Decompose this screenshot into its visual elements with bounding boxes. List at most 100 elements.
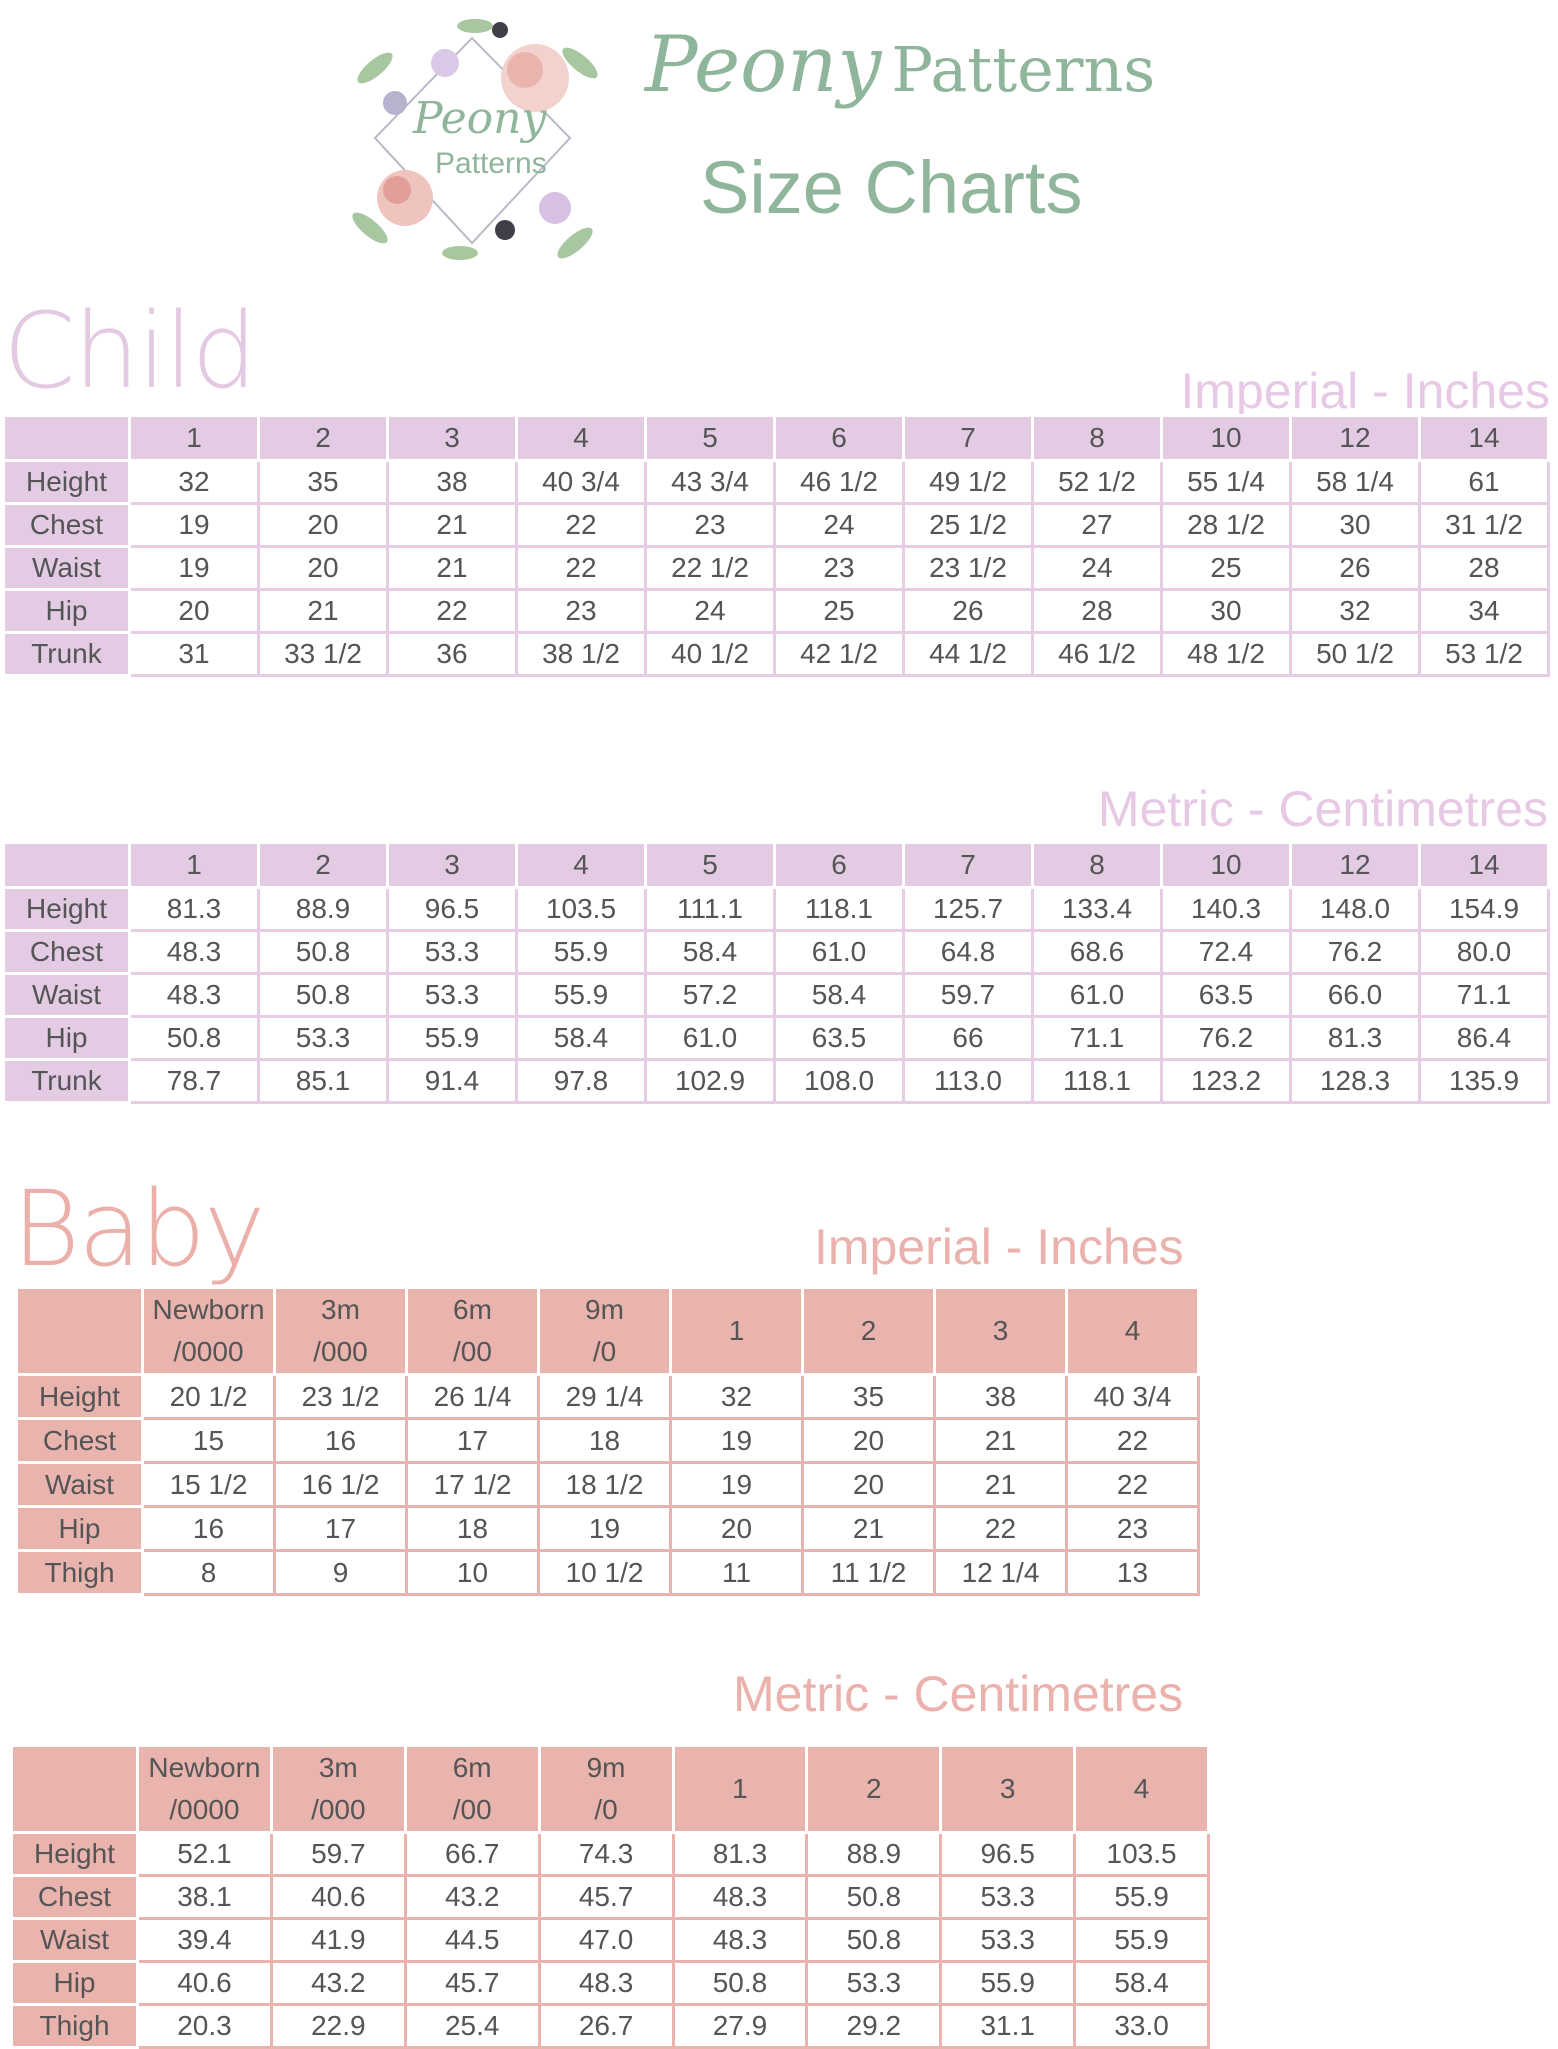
measurement-value: 154.9 [1418, 886, 1550, 932]
size-header-cell: 3 [939, 1744, 1077, 1834]
size-label: /00 [452, 1794, 492, 1825]
measurement-value: 16 [273, 1417, 408, 1464]
measurement-value: 58.4 [1073, 1960, 1210, 2006]
measurement-value: 31 [128, 631, 260, 677]
size-header-row: Newborn/0000 3m/000 6m/00 9m/0 1 2 3 4 [15, 1286, 1200, 1376]
measurement-value: 55.9 [515, 972, 647, 1018]
measurement-label: Height [2, 886, 131, 932]
measurement-value: 55.9 [515, 929, 647, 975]
measurement-label: Chest [15, 1417, 144, 1464]
measurement-value: 61.0 [644, 1015, 776, 1061]
measurement-value: 19 [128, 545, 260, 591]
header-corner-cell [2, 414, 131, 462]
measurement-value: 20 [669, 1505, 804, 1552]
measurement-value: 26 [1289, 545, 1421, 591]
measurement-value: 41.9 [269, 1917, 407, 1963]
measurement-value: 19 [669, 1461, 804, 1508]
measurement-value: 35 [801, 1373, 936, 1420]
size-header-cell: 1 [669, 1286, 804, 1376]
measurement-value: 34 [1418, 588, 1550, 634]
measurement-value: 59.7 [902, 972, 1034, 1018]
measurement-value: 28 1/2 [1160, 502, 1292, 548]
measurement-value: 108.0 [773, 1058, 905, 1104]
measurement-value: 61.0 [1031, 972, 1163, 1018]
measurement-value: 81.3 [671, 1831, 809, 1877]
measurement-value: 25 [773, 588, 905, 634]
measurement-value: 22 1/2 [644, 545, 776, 591]
measurement-row: Trunk 31 33 1/2 36 38 1/2 40 1/2 42 1/2 44 1/2 4… [2, 631, 1550, 677]
measurement-value: 36 [386, 631, 518, 677]
measurement-value: 19 [128, 502, 260, 548]
measurement-value: 11 [669, 1549, 804, 1596]
measurement-value: 52 1/2 [1031, 459, 1163, 505]
size-header-cell: 7 [902, 414, 1034, 462]
size-header-cell: 10 [1160, 841, 1292, 889]
measurement-value: 50.8 [671, 1960, 809, 2006]
size-header-cell: 1 [128, 841, 260, 889]
brand-logo: Peony Patterns [335, 8, 610, 273]
measurement-label: Hip [10, 1960, 139, 2006]
measurement-value: 40 3/4 [515, 459, 647, 505]
measurement-value: 18 [405, 1505, 540, 1552]
brand-title: Peony Patterns [645, 20, 1155, 110]
measurement-row: Height 20 1/2 23 1/2 26 1/4 29 1/4 32 35 38 40 3… [15, 1373, 1200, 1420]
measurement-value: 44 1/2 [902, 631, 1034, 677]
measurement-value: 43 3/4 [644, 459, 776, 505]
measurement-value: 13 [1065, 1549, 1200, 1596]
size-header-cell: 7 [902, 841, 1034, 889]
measurement-value: 85.1 [257, 1058, 389, 1104]
measurement-value: 57.2 [644, 972, 776, 1018]
size-header-cell: 8 [1031, 414, 1163, 462]
measurement-value: 45.7 [537, 1874, 675, 1920]
measurement-value: 49 1/2 [902, 459, 1034, 505]
measurement-value: 55 1/4 [1160, 459, 1292, 505]
measurement-value: 21 [933, 1417, 1068, 1464]
measurement-value: 68.6 [1031, 929, 1163, 975]
measurement-row: Waist 39.4 41.9 44.5 47.0 48.3 50.8 53.3 55.9 [10, 1917, 1210, 1963]
measurement-value: 102.9 [644, 1058, 776, 1104]
measurement-label: Height [15, 1373, 144, 1420]
measurement-value: 19 [537, 1505, 672, 1552]
size-header-cell: 6m/00 [405, 1286, 540, 1376]
measurement-row: Waist 48.3 50.8 53.3 55.9 57.2 58.4 59.7 61.0 63.… [2, 972, 1550, 1018]
measurement-label: Hip [2, 588, 131, 634]
measurement-value: 53.3 [939, 1874, 1077, 1920]
measurement-value: 58.4 [515, 1015, 647, 1061]
header-corner-cell [15, 1286, 144, 1376]
measurement-value: 18 [537, 1417, 672, 1464]
measurement-row: Height 81.3 88.9 96.5 103.5 111.1 118.1 125.7 13… [2, 886, 1550, 932]
measurement-label: Chest [10, 1874, 139, 1920]
measurement-value: 10 [405, 1549, 540, 1596]
measurement-row: Trunk 78.7 85.1 91.4 97.8 102.9 108.0 113.0 118.… [2, 1058, 1550, 1104]
measurement-label: Height [10, 1831, 139, 1877]
measurement-value: 50.8 [257, 929, 389, 975]
measurement-value: 24 [773, 502, 905, 548]
measurement-value: 52.1 [136, 1831, 273, 1877]
baby-metric-label: Metric - Centimetres [733, 1666, 1184, 1722]
measurement-value: 103.5 [515, 886, 647, 932]
baby-metric-table: Newborn/0000 3m/000 6m/00 9m/0 1 2 3 4 Height 52.… [10, 1744, 1210, 2049]
measurement-row: Waist 19 20 21 22 22 1/2 23 23 1/2 24 25 26 28 [2, 545, 1550, 591]
size-header-row: Newborn/0000 3m/000 6m/00 9m/0 1 2 3 4 [10, 1744, 1210, 1834]
size-header-row: 1 2 3 4 5 6 7 8 10 12 14 [2, 841, 1550, 889]
size-label: /0 [594, 1794, 618, 1825]
size-label: /0000 [169, 1794, 240, 1825]
measurement-value: 21 [386, 502, 518, 548]
size-header-cell: 9m/0 [537, 1286, 672, 1376]
page-subtitle: Size Charts [700, 146, 1083, 229]
size-label: 6m [453, 1294, 492, 1325]
measurement-row: Chest 38.1 40.6 43.2 45.7 48.3 50.8 53.3 55.9 [10, 1874, 1210, 1920]
size-label: 9m [585, 1294, 624, 1325]
measurement-value: 58.4 [644, 929, 776, 975]
measurement-value: 81.3 [128, 886, 260, 932]
size-header-cell: 12 [1289, 414, 1421, 462]
measurement-value: 50 1/2 [1289, 631, 1421, 677]
size-header-cell: 3 [933, 1286, 1068, 1376]
measurement-row: Hip 40.6 43.2 45.7 48.3 50.8 53.3 55.9 58.4 [10, 1960, 1210, 2006]
measurement-value: 32 [669, 1373, 804, 1420]
measurement-value: 19 [669, 1417, 804, 1464]
measurement-value: 22 [386, 588, 518, 634]
size-header-cell: 6 [773, 414, 905, 462]
measurement-value: 55.9 [1073, 1917, 1210, 1963]
measurement-value: 58.4 [773, 972, 905, 1018]
